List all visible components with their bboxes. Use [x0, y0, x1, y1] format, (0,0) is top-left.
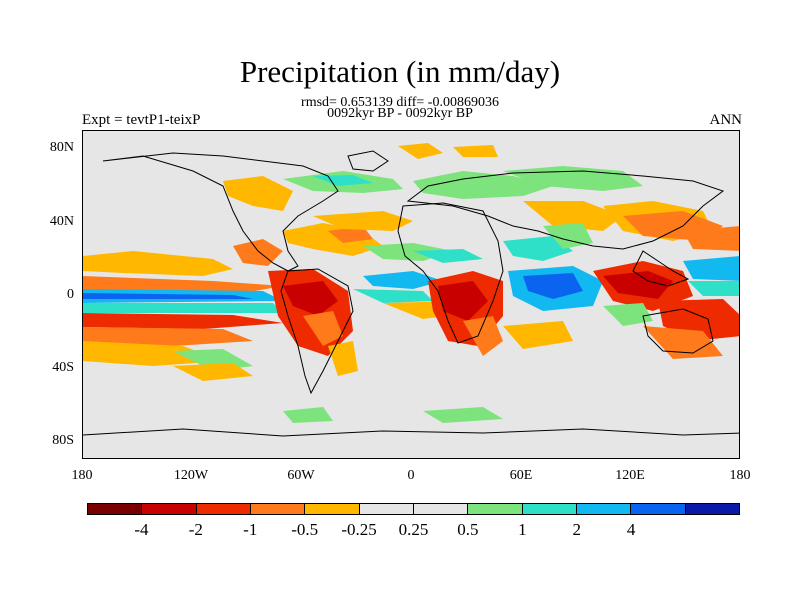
lon-label: 180: [729, 468, 751, 483]
colorbar-swatch: [413, 504, 469, 514]
anomaly-patch: [313, 175, 373, 186]
map-title: Precipitation (in mm/day): [239, 54, 561, 89]
anomaly-patch: [603, 303, 653, 326]
anomaly-patch: [83, 341, 223, 366]
season-label: ANN: [709, 112, 743, 128]
colorbar-label: -1: [243, 520, 258, 539]
anomaly-patch: [353, 289, 433, 303]
lat-label: 80S: [52, 433, 74, 448]
anomaly-patch: [463, 316, 503, 356]
anomaly-patch: [603, 271, 673, 299]
colorbar-swatch: [359, 504, 414, 514]
anomaly-patch: [83, 303, 283, 313]
anomaly-patch: [83, 293, 253, 299]
greenland-coast: [347, 150, 389, 172]
map-panel: [82, 130, 740, 459]
anomaly-patch: [413, 249, 483, 263]
anomaly-patch: [83, 276, 283, 293]
experiment-label: Expt = tevtP1-teixP: [82, 112, 201, 128]
colorbar-swatch: [522, 504, 577, 514]
anomaly-patch: [683, 256, 739, 281]
lat-label: 40S: [52, 360, 74, 375]
antarctica-coast: [83, 428, 739, 437]
colorbar-label: 0.5: [457, 520, 479, 539]
anomaly-patch: [83, 313, 283, 329]
anomaly-patch: [283, 407, 333, 423]
anomaly-patch: [83, 251, 233, 276]
lat-label: 0: [67, 287, 74, 302]
colorbar-swatch: [576, 504, 632, 514]
lat-label: 40N: [49, 214, 74, 229]
colorbar-label: 4: [626, 520, 636, 539]
anomaly-patch: [453, 145, 498, 157]
anomaly-patch: [313, 211, 413, 231]
colorbar-label: -4: [134, 520, 149, 539]
colorbar-swatch: [196, 504, 251, 514]
period-line: 0092kyr BP - 0092kyr BP: [327, 106, 473, 121]
anomaly-patch: [363, 271, 443, 289]
precip-anomaly-map: [83, 131, 739, 458]
colorbar-swatch: [142, 504, 197, 514]
lon-label: 0: [407, 468, 415, 483]
lat-label: 80N: [49, 140, 74, 155]
lon-label: 60W: [287, 468, 315, 483]
africa-coast: [397, 202, 504, 344]
anomaly-patch: [438, 281, 488, 321]
coastlines: [83, 150, 739, 437]
colorbar-label: -0.5: [291, 520, 319, 539]
colorbar-label: 0.25: [398, 520, 429, 539]
colorbar-swatch: [305, 504, 360, 514]
anomaly-patch: [688, 281, 739, 296]
colorbar-swatch: [250, 504, 306, 514]
anomaly-patch: [173, 363, 253, 381]
lon-label: 120W: [173, 468, 209, 483]
colorbar-label: 2: [572, 520, 582, 539]
anomaly-patch: [523, 201, 623, 231]
australia-coast: [642, 308, 714, 354]
colorbar: [87, 503, 740, 515]
anomaly-patch: [283, 281, 338, 316]
anomaly-patch: [233, 239, 283, 266]
eurasia-coast: [406, 170, 725, 250]
anomaly-patch: [543, 223, 593, 249]
anomaly-patch: [223, 176, 293, 211]
colorbar-swatch: [631, 504, 686, 514]
colorbar-swatch: [88, 504, 143, 514]
colorbar-label: 1: [518, 520, 527, 539]
colorbar-label: -0.25: [341, 520, 377, 539]
anomaly-patch: [413, 171, 553, 199]
maritime-continent-coast: [632, 250, 690, 287]
anomaly-patch: [503, 321, 573, 349]
colorbar-swatch: [468, 504, 523, 514]
anomaly-patch: [523, 273, 583, 299]
north-america-coast: [102, 152, 339, 272]
anomaly-patch: [423, 407, 503, 423]
lon-label: 60E: [509, 468, 533, 483]
colorbar-label: -2: [188, 520, 203, 539]
colorbar-swatch: [685, 504, 739, 514]
lon-label: 180: [71, 468, 93, 483]
lon-label: 120E: [615, 468, 645, 483]
anomaly-patch: [643, 326, 723, 359]
south-america-coast: [280, 268, 354, 395]
anomaly-patch: [683, 226, 739, 251]
anomaly-patch: [303, 311, 343, 346]
anomaly-patch: [83, 327, 253, 346]
stats-line: rmsd= 0.653139 diff= -0.00869036: [301, 95, 499, 110]
anomaly-patch: [328, 226, 373, 243]
anomaly-patch: [398, 143, 443, 159]
anomaly-patch: [328, 341, 358, 376]
anomaly-patch: [503, 236, 573, 261]
